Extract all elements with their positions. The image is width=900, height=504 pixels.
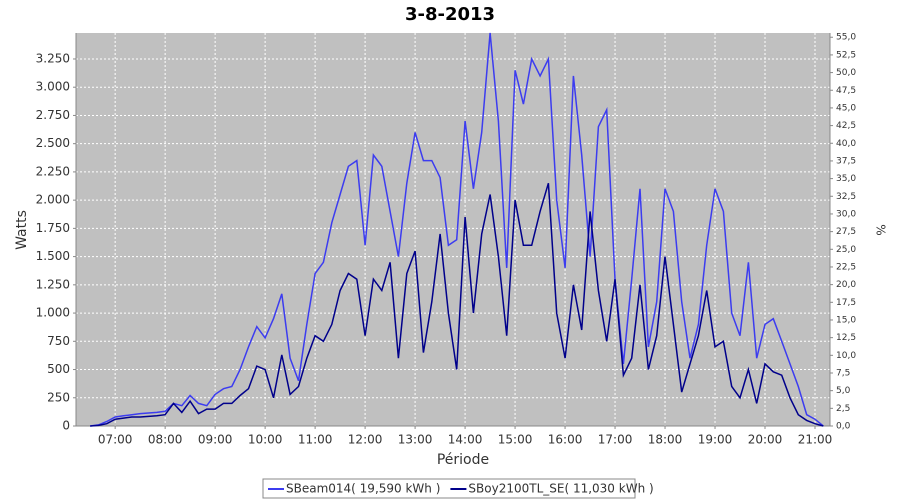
y-tick-label: 750 bbox=[47, 334, 70, 348]
y-tick-label: 1.250 bbox=[36, 277, 70, 291]
y-tick-label: 2.250 bbox=[36, 164, 70, 178]
x-tick-label: 13:00 bbox=[398, 433, 433, 447]
legend-label: SBoy2100TL_SE( 11,030 kWh ) bbox=[468, 482, 653, 496]
y2-tick-label: 35,0 bbox=[836, 174, 856, 184]
y2-tick-label: 50,0 bbox=[836, 68, 856, 78]
y2-tick-label: 22,5 bbox=[836, 262, 856, 272]
y2-tick-label: 0,0 bbox=[836, 422, 851, 432]
y-tick-label: 2.750 bbox=[36, 108, 70, 122]
y2-tick-label: 52,5 bbox=[836, 50, 856, 60]
x-tick-label: 20:00 bbox=[748, 433, 783, 447]
y-tick-label: 1.750 bbox=[36, 221, 70, 235]
x-tick-label: 11:00 bbox=[298, 433, 333, 447]
y2-tick-label: 10,0 bbox=[836, 351, 856, 361]
chart-title: 3-8-2013 bbox=[405, 4, 495, 25]
y2-tick-label: 5,0 bbox=[836, 386, 851, 396]
x-tick-label: 07:00 bbox=[98, 433, 133, 447]
x-tick-label: 12:00 bbox=[348, 433, 383, 447]
x-axis-label: Période bbox=[437, 452, 489, 468]
x-tick-label: 15:00 bbox=[498, 433, 533, 447]
y-tick-label: 3.250 bbox=[36, 51, 70, 65]
legend-label: SBeam014( 19,590 kWh ) bbox=[286, 482, 440, 496]
y2-tick-label: 12,5 bbox=[836, 333, 856, 343]
y-tick-label: 2.000 bbox=[36, 193, 70, 207]
series-line bbox=[90, 182, 824, 427]
y2-tick-label: 40,0 bbox=[836, 139, 856, 149]
y-tick-label: 3.000 bbox=[36, 80, 70, 94]
series-line bbox=[90, 32, 824, 427]
y2-tick-label: 27,5 bbox=[836, 227, 856, 237]
x-tick-label: 17:00 bbox=[598, 433, 633, 447]
y-tick-label: 250 bbox=[47, 390, 70, 404]
legend bbox=[262, 478, 636, 499]
x-tick-label: 08:00 bbox=[148, 433, 183, 447]
y2-tick-label: 47,5 bbox=[836, 86, 856, 96]
y2-tick-label: 55,0 bbox=[836, 33, 856, 43]
x-tick-label: 18:00 bbox=[648, 433, 683, 447]
y-tick-label: 1.000 bbox=[36, 306, 70, 320]
y2-tick-label: 20,0 bbox=[836, 280, 856, 290]
plot-area bbox=[76, 33, 830, 426]
y2-tick-label: 2,5 bbox=[836, 404, 850, 414]
y2-tick-label: 7,5 bbox=[836, 368, 850, 378]
y2-tick-label: 15,0 bbox=[836, 315, 856, 325]
y-tick-label: 2.500 bbox=[36, 136, 70, 150]
y2-tick-label: 17,5 bbox=[836, 298, 856, 308]
y2-tick-label: 45,0 bbox=[836, 103, 856, 113]
y2-axis-label: % bbox=[874, 224, 888, 235]
x-tick-label: 19:00 bbox=[698, 433, 733, 447]
x-tick-label: 21:00 bbox=[798, 433, 833, 447]
y-tick-label: 1.500 bbox=[36, 249, 70, 263]
x-tick-label: 14:00 bbox=[448, 433, 483, 447]
y2-tick-label: 42,5 bbox=[836, 121, 856, 131]
x-tick-label: 10:00 bbox=[248, 433, 283, 447]
y-tick-label: 500 bbox=[47, 362, 70, 376]
y2-tick-label: 25,0 bbox=[836, 245, 856, 255]
y2-tick-label: 32,5 bbox=[836, 192, 856, 202]
y-axis-label: Watts bbox=[14, 210, 30, 250]
y2-tick-label: 37,5 bbox=[836, 156, 856, 166]
y2-tick-label: 30,0 bbox=[836, 209, 856, 219]
y-tick-label: 0 bbox=[62, 419, 70, 433]
x-tick-label: 16:00 bbox=[548, 433, 583, 447]
x-tick-label: 09:00 bbox=[198, 433, 233, 447]
